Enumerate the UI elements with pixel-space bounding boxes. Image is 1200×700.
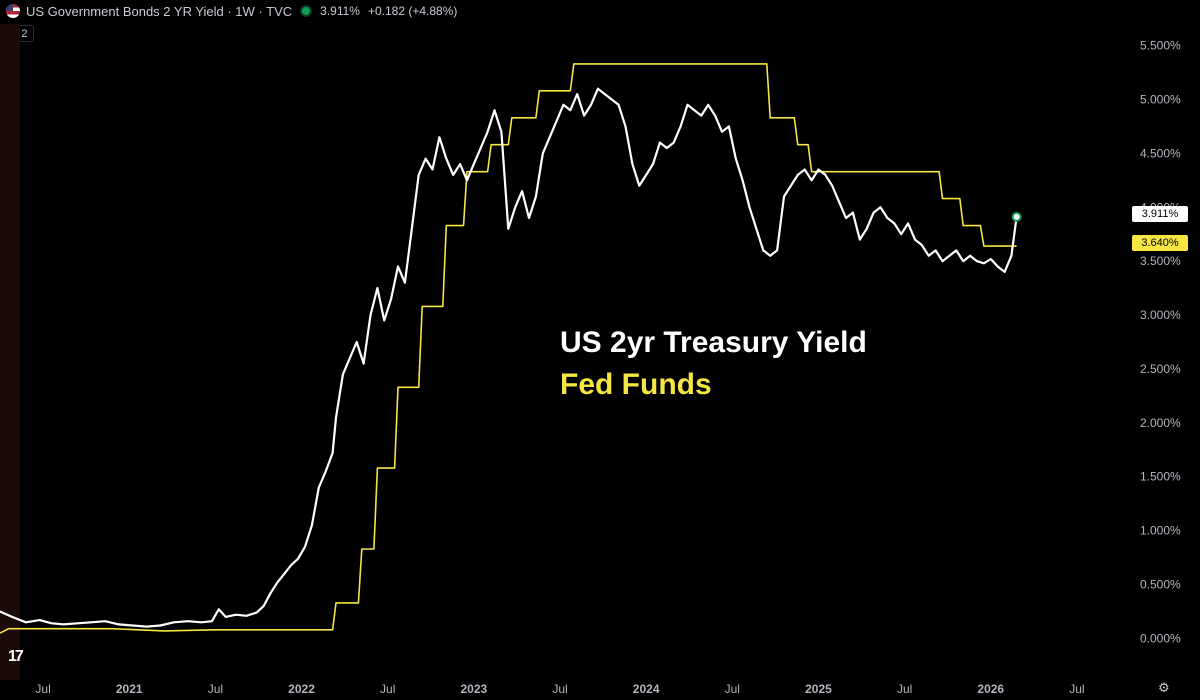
price-change: +0.182 (+4.88%) — [367, 4, 458, 18]
symbol-header: US Government Bonds 2 YR Yield · 1W · TV… — [0, 0, 1200, 22]
symbol-title[interactable]: US Government Bonds 2 YR Yield · 1W · TV… — [26, 3, 293, 19]
x-tick-label: 2022 — [288, 682, 315, 696]
x-tick-label: Jul — [552, 682, 567, 696]
legend-yield-label: US 2yr Treasury Yield — [560, 326, 867, 359]
x-tick-label: 2026 — [977, 682, 1004, 696]
y-tick-label: 3.500% — [1140, 254, 1181, 268]
y-tick-label: 0.000% — [1140, 631, 1181, 645]
x-tick-label: Jul — [208, 682, 223, 696]
left-edge-band — [0, 24, 20, 680]
y-tick-label: 1.500% — [1140, 470, 1181, 484]
y-tick-label: 0.500% — [1140, 578, 1181, 592]
market-status-icon — [302, 7, 311, 15]
x-tick-label: Jul — [1069, 682, 1084, 696]
x-tick-label: Jul — [897, 682, 912, 696]
x-tick-label: Jul — [380, 682, 395, 696]
x-axis[interactable]: Jul 2021 Jul 2022 Jul 2023 Jul 2024 Jul 2025 Jul 20… — [35, 682, 1084, 696]
last-price: 3.911% — [320, 4, 360, 18]
legend-fed-label: Fed Funds — [560, 368, 712, 401]
fed-price-tag: 3.640% — [1132, 235, 1188, 251]
tradingview-logo-icon[interactable]: 17 — [8, 648, 24, 665]
settings-gear-icon[interactable]: ⚙ — [1158, 680, 1170, 695]
indicator-count: 2 — [21, 27, 28, 40]
y-tick-label: 4.500% — [1140, 146, 1181, 160]
y-tick-label: 3.000% — [1140, 308, 1181, 322]
plot-area — [0, 63, 1022, 634]
x-tick-label: 2021 — [116, 682, 143, 696]
last-point-marker — [1011, 211, 1022, 222]
x-tick-label: 2025 — [805, 682, 832, 696]
x-tick-label: Jul — [35, 682, 50, 696]
y-tick-label: 5.500% — [1140, 39, 1181, 53]
y-tick-label: 2.500% — [1140, 362, 1181, 376]
yield-series-line — [0, 87, 1018, 628]
x-tick-label: 2023 — [460, 682, 487, 696]
y-tick-label: 1.000% — [1140, 524, 1181, 538]
us-flag-icon — [6, 4, 20, 18]
fed-funds-series-line — [0, 63, 1017, 634]
y-tick-label: 5.000% — [1140, 92, 1181, 106]
x-tick-label: Jul — [725, 682, 740, 696]
x-tick-label: 2024 — [633, 682, 660, 696]
y-tick-label: 2.000% — [1140, 416, 1181, 430]
y-axis[interactable]: 0.000% 0.500% 1.000% 1.500% 2.000% 2.500% 3.00… — [1140, 39, 1181, 646]
yield-price-tag: 3.911% — [1132, 206, 1188, 222]
